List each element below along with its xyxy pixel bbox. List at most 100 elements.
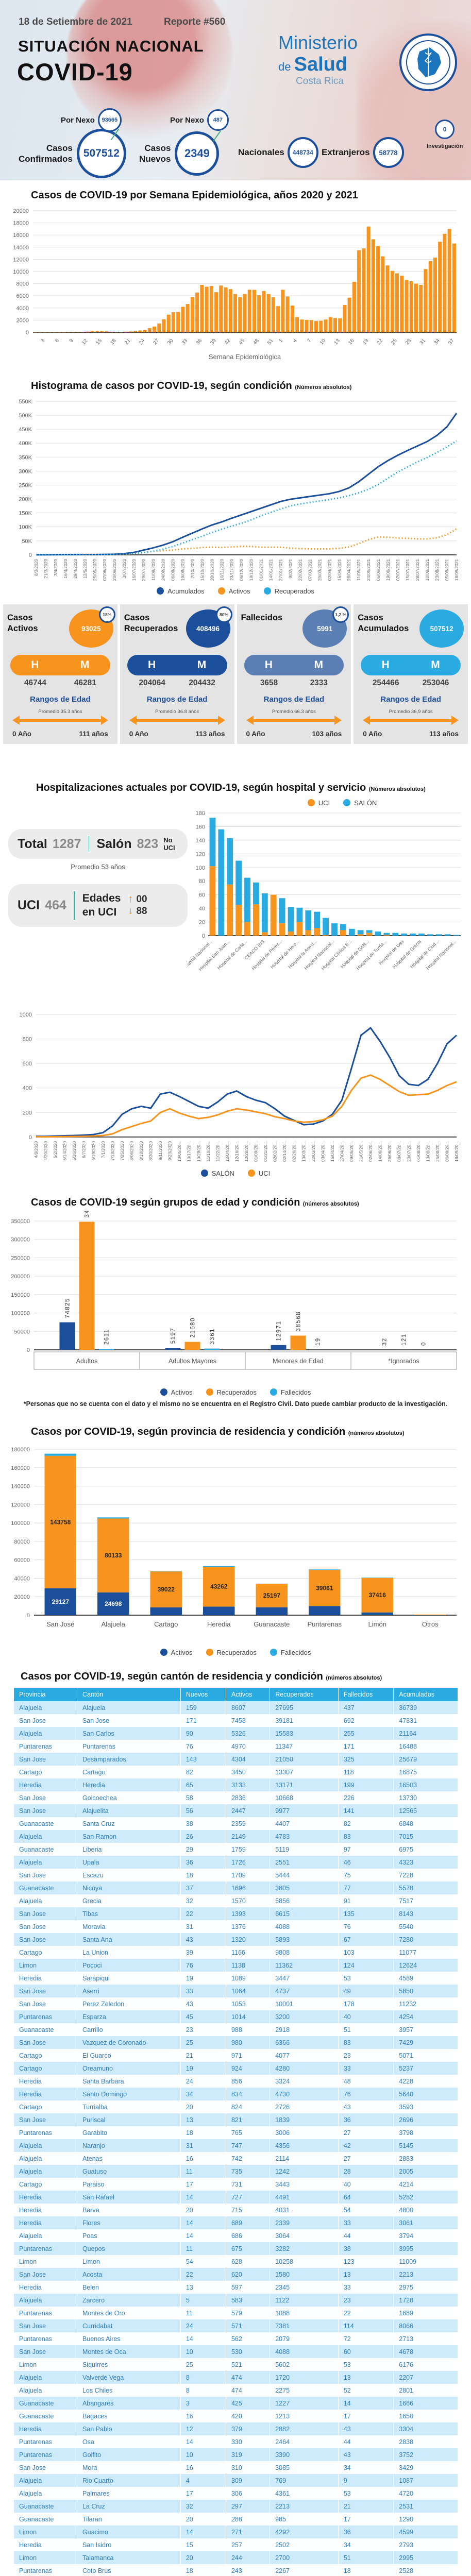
card-age-max: 111 años bbox=[79, 730, 108, 738]
card-hm-values: 254466 253046 bbox=[361, 679, 461, 688]
svg-text:02/14/20...: 02/14/20... bbox=[282, 1141, 287, 1162]
card-percent-badge: 1,2 % bbox=[332, 606, 349, 623]
table-row: Cartago Oreamuno 19 924 4280 33 5237 bbox=[13, 2062, 458, 2075]
histograma-title-sub: (Números absolutos) bbox=[295, 384, 352, 391]
edad-legend: Activos Recuperados Fallecidos bbox=[0, 1388, 471, 1396]
svg-text:Menores de Edad: Menores de Edad bbox=[273, 1358, 324, 1365]
table-row: San Jose San Jose 171 7458 39181 692 47331 bbox=[13, 1714, 458, 1727]
svg-text:19: 19 bbox=[362, 338, 370, 346]
svg-text:32: 32 bbox=[382, 1337, 388, 1346]
provincia-legend: Activos Recuperados Fallecidos bbox=[0, 1649, 471, 1656]
svg-text:150K: 150K bbox=[19, 511, 32, 517]
svg-text:15: 15 bbox=[95, 338, 104, 346]
ministry-logo-line1: Ministerio bbox=[278, 32, 358, 53]
card-age-range-label: Rangos de Edad bbox=[263, 695, 325, 704]
column-header-fallecidos: Fallecidos bbox=[338, 1688, 394, 1701]
svg-text:400K: 400K bbox=[19, 440, 32, 447]
table-row: Cartago Cartago 82 3450 13307 118 16875 bbox=[13, 1766, 458, 1778]
card-value: 408496 bbox=[186, 609, 230, 648]
investigation-stat: 0 Investigación bbox=[427, 120, 463, 149]
nationals-label: Nacionales bbox=[238, 147, 284, 157]
legend-dot-icon bbox=[270, 1649, 277, 1656]
table-row: Puntarenas Golfito 10 319 3390 43 3752 bbox=[13, 2448, 458, 2461]
svg-text:24/08/2020: 24/08/2020 bbox=[161, 559, 166, 581]
svg-text:27/01/2021: 27/01/2021 bbox=[278, 559, 283, 581]
svg-text:13: 13 bbox=[333, 338, 341, 346]
svg-text:0: 0 bbox=[29, 552, 32, 558]
table-row: Puntarenas Quepos 11 675 3282 38 3995 bbox=[13, 2242, 458, 2255]
svg-text:5197: 5197 bbox=[171, 1328, 177, 1344]
svg-text:36: 36 bbox=[195, 338, 204, 346]
card-age-min-max: 0 Año 113 años bbox=[363, 730, 459, 738]
svg-text:10/08/2021: 10/08/2021 bbox=[425, 559, 430, 581]
svg-text:8/3/2020: 8/3/2020 bbox=[33, 559, 39, 576]
salon-value: 823 bbox=[137, 836, 159, 851]
svg-text:Otros: Otros bbox=[422, 1620, 439, 1628]
svg-text:Hospital de Pérez...: Hospital de Pérez... bbox=[250, 939, 283, 971]
table-row: Alajuela Grecia 32 1570 5856 91 7517 bbox=[13, 1894, 458, 1907]
svg-text:13/08/20...: 13/08/20... bbox=[425, 1141, 430, 1162]
svg-text:5/26/2020: 5/26/2020 bbox=[72, 1141, 77, 1161]
svg-text:29127: 29127 bbox=[52, 1598, 70, 1605]
card-average-age: Promedio 35.3 años bbox=[38, 709, 82, 715]
table-row: Puntarenas Montes de Oro 11 579 1088 22 1689 bbox=[13, 2307, 458, 2319]
svg-text:100000: 100000 bbox=[11, 1311, 30, 1317]
svg-text:10/29/20...: 10/29/20... bbox=[196, 1141, 201, 1162]
hospital-bar-chart: 0 20 40 60 80 100 120 140 160 180 Hospital Naciona… bbox=[181, 807, 466, 995]
section-edad: Casos de COVID-19 según grupos de edad y… bbox=[0, 1188, 471, 1417]
ministry-logo-salud: Salud bbox=[294, 54, 348, 75]
table-row: Puntarenas Esparza 45 1014 3200 40 4254 bbox=[13, 2010, 458, 2023]
uci-label: UCI bbox=[18, 897, 40, 912]
section-semana: Casos de COVID-19 por Semana Epidemiológ… bbox=[0, 180, 471, 371]
svg-text:9/23/2020: 9/23/2020 bbox=[167, 1141, 173, 1161]
provincia-title-text: Casos por COVID-19, según provincia de r… bbox=[31, 1426, 346, 1437]
svg-text:3361: 3361 bbox=[210, 1328, 216, 1345]
svg-text:Heredia: Heredia bbox=[207, 1620, 231, 1628]
svg-text:Hospital Clínica B...: Hospital Clínica B... bbox=[321, 939, 353, 971]
svg-text:5/2/2020: 5/2/2020 bbox=[53, 1141, 58, 1158]
svg-text:11/05/2021: 11/05/2021 bbox=[356, 559, 361, 581]
svg-text:02/04/2021: 02/04/2021 bbox=[327, 559, 332, 581]
table-row: Alajuela Naranjo 31 747 4356 42 5145 bbox=[13, 2139, 458, 2152]
foreigners-stat: Extranjeros 58778 bbox=[322, 137, 404, 168]
table-row: San Jose Curridabat 24 571 7381 114 8066 bbox=[13, 2319, 458, 2332]
svg-text:10000: 10000 bbox=[13, 269, 29, 275]
svg-text:160000: 160000 bbox=[11, 1465, 30, 1471]
svg-text:14000: 14000 bbox=[13, 245, 29, 251]
svg-text:Puntarenas: Puntarenas bbox=[308, 1620, 342, 1628]
svg-text:6: 6 bbox=[54, 338, 60, 344]
svg-text:Hospital de Carta...: Hospital de Carta... bbox=[216, 939, 248, 971]
table-row: San Jose Desamparados 143 4304 21050 325 25679 bbox=[13, 1753, 458, 1766]
svg-text:06/09/2020: 06/09/2020 bbox=[171, 559, 176, 581]
svg-text:25/05/2020: 25/05/2020 bbox=[92, 559, 97, 581]
card-age-range-label: Rangos de Edad bbox=[380, 695, 441, 704]
svg-text:120: 120 bbox=[196, 851, 205, 857]
svg-text:06/06/2021: 06/06/2021 bbox=[376, 559, 381, 581]
page-title-line1: SITUACIÓN NACIONAL bbox=[18, 37, 204, 55]
legend-item-activos: Activos bbox=[160, 1649, 193, 1656]
svg-text:*Ignorados: *Ignorados bbox=[388, 1358, 419, 1365]
svg-text:350K: 350K bbox=[19, 454, 32, 461]
svg-text:29/4/2020: 29/4/2020 bbox=[73, 559, 78, 579]
card-age-max: 113 años bbox=[195, 730, 225, 738]
card-h-value: 254466 bbox=[372, 679, 399, 687]
svg-text:9: 9 bbox=[69, 338, 75, 344]
confirmed-nexo-value: 93665 bbox=[97, 108, 122, 132]
svg-text:01/21/20...: 01/21/20... bbox=[263, 1141, 268, 1162]
svg-text:18/09/2021: 18/09/2021 bbox=[454, 559, 459, 581]
svg-text:10/17/20...: 10/17/20... bbox=[187, 1141, 192, 1162]
card-h-value: 204064 bbox=[139, 679, 166, 687]
svg-text:450K: 450K bbox=[19, 427, 32, 433]
uci-ages-label-1: Edades bbox=[82, 892, 121, 904]
uci-value: 464 bbox=[45, 897, 66, 912]
table-row: Puntarenas Buenos Aires 14 562 2079 72 2713 bbox=[13, 2332, 458, 2345]
svg-text:18000: 18000 bbox=[13, 221, 29, 227]
table-row: San Jose Montes de Oca 10 530 4088 60 4678 bbox=[13, 2345, 458, 2358]
svg-text:02/07/2021: 02/07/2021 bbox=[395, 559, 400, 581]
svg-text:01/08/20...: 01/08/20... bbox=[416, 1141, 421, 1162]
column-header-nuevos: Nuevos bbox=[180, 1688, 226, 1701]
svg-text:4000: 4000 bbox=[16, 306, 29, 312]
